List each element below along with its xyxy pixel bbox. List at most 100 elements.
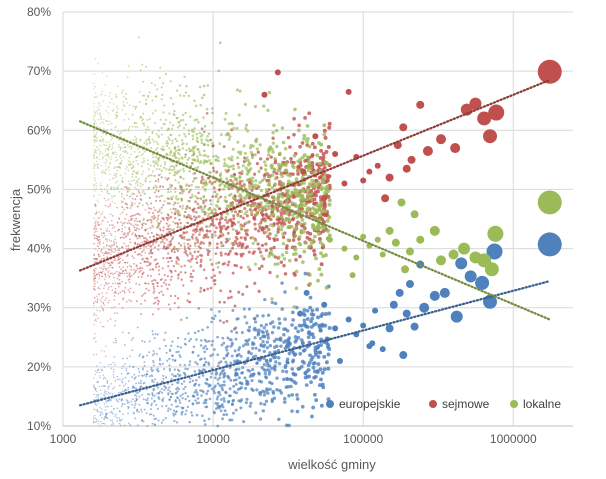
cloud-point <box>327 198 332 203</box>
cloud-point <box>93 234 95 236</box>
cloud-point <box>114 93 117 96</box>
cloud-point <box>161 194 164 197</box>
cloud-point <box>150 404 153 407</box>
cloud-point <box>141 367 144 370</box>
cloud-point <box>264 242 268 246</box>
cloud-point <box>154 109 157 112</box>
cloud-point <box>161 405 164 408</box>
cloud-point <box>125 367 128 370</box>
cloud-point <box>154 148 157 152</box>
cloud-point <box>248 181 252 185</box>
cloud-point <box>230 242 234 245</box>
cloud-point <box>201 210 204 214</box>
cloud-point <box>113 174 116 177</box>
cloud-point <box>94 138 96 141</box>
cloud-point <box>97 62 99 65</box>
cloud-point <box>95 387 97 389</box>
cloud-point <box>260 365 264 370</box>
cloud-point <box>110 244 113 247</box>
cloud-point <box>213 180 217 184</box>
cloud-point <box>152 243 155 246</box>
cloud-point <box>327 311 332 316</box>
cloud-point <box>122 298 124 301</box>
data-point <box>341 245 348 252</box>
cloud-point <box>96 139 98 142</box>
cloud-point <box>102 309 105 312</box>
cloud-point <box>151 313 154 316</box>
cloud-point <box>94 373 96 376</box>
cloud-point <box>239 224 243 228</box>
cloud-point <box>326 352 331 357</box>
cloud-point <box>142 271 145 274</box>
cloud-point <box>251 346 255 350</box>
cloud-point <box>103 263 105 266</box>
cloud-point <box>327 121 332 126</box>
cloud-point <box>134 251 136 253</box>
cloud-point <box>214 252 218 256</box>
cloud-point <box>327 325 332 330</box>
data-point <box>353 254 360 261</box>
cloud-point <box>213 376 217 380</box>
cloud-point <box>96 418 98 421</box>
cloud-point <box>195 210 198 214</box>
cloud-point <box>112 262 114 264</box>
cloud-point <box>245 193 249 197</box>
cloud-point <box>99 238 101 241</box>
cloud-point <box>236 214 240 218</box>
cloud-point <box>127 163 130 166</box>
cloud-point <box>156 407 159 410</box>
cloud-point <box>113 341 115 344</box>
cloud-point <box>141 223 144 226</box>
cloud-point <box>151 112 154 115</box>
data-point <box>274 69 281 76</box>
cloud-point <box>142 237 145 240</box>
cloud-point <box>170 259 173 262</box>
cloud-point <box>114 126 116 129</box>
cloud-point <box>117 249 119 251</box>
cloud-point <box>189 214 193 218</box>
cloud-point <box>191 275 194 279</box>
cloud-point <box>203 357 207 360</box>
cloud-point <box>114 159 117 162</box>
cloud-point <box>118 274 121 277</box>
cloud-point <box>105 401 108 404</box>
cloud-point <box>130 217 132 220</box>
cloud-point <box>115 175 117 177</box>
cloud-point <box>122 269 124 272</box>
cloud-point <box>115 96 118 99</box>
cloud-point <box>102 242 105 244</box>
cloud-point <box>264 368 268 373</box>
cloud-point <box>137 381 140 384</box>
cloud-point <box>135 217 138 220</box>
cloud-point <box>147 207 150 210</box>
cloud-point <box>97 293 100 296</box>
cloud-point <box>94 389 97 391</box>
cloud-point <box>306 206 311 211</box>
cloud-point <box>160 169 163 172</box>
cloud-point <box>124 287 127 289</box>
cloud-point <box>237 194 241 198</box>
cloud-point <box>139 247 142 250</box>
cloud-point <box>93 283 95 285</box>
cloud-point <box>112 266 114 269</box>
cloud-point <box>143 360 146 363</box>
cloud-point <box>262 205 267 210</box>
cloud-point <box>108 270 110 272</box>
cloud-point <box>238 89 242 93</box>
cloud-point <box>100 164 102 167</box>
cloud-point <box>151 330 154 333</box>
cloud-point <box>202 368 205 371</box>
cloud-point <box>156 219 159 222</box>
cloud-point <box>113 188 116 191</box>
cloud-point <box>116 169 119 172</box>
cloud-point <box>228 289 232 293</box>
cloud-point <box>149 226 152 229</box>
cloud-point <box>130 300 133 303</box>
cloud-point <box>259 343 263 347</box>
cloud-point <box>93 270 95 272</box>
cloud-point <box>92 243 95 245</box>
cloud-point <box>218 404 222 408</box>
cloud-point <box>139 262 142 265</box>
cloud-point <box>218 376 222 380</box>
cloud-point <box>323 203 328 208</box>
